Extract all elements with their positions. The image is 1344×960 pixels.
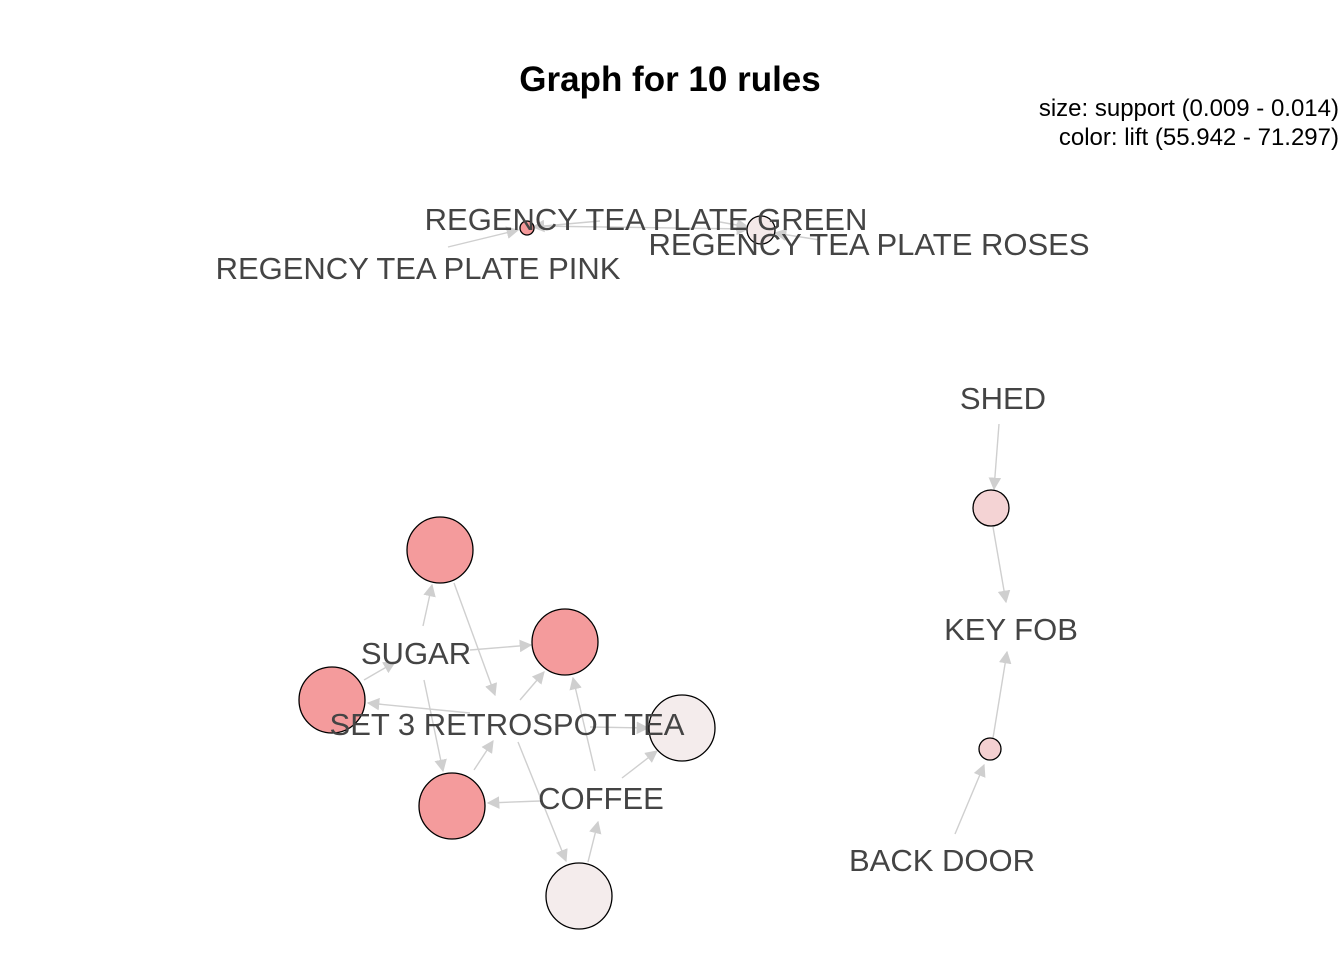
rule-nodes-group: [298, 215, 1010, 930]
legend-size: size: support (0.009 - 0.014): [1039, 95, 1339, 122]
edge: [519, 671, 545, 701]
edge: [447, 226, 520, 248]
edge: [473, 739, 494, 771]
rule-node: [648, 694, 716, 762]
item-label-sugar: SUGAR: [361, 636, 471, 671]
item-label-regency-green: REGENCY TEA PLATE GREEN: [425, 202, 868, 237]
rule-node: [406, 516, 474, 584]
edge: [773, 228, 821, 241]
item-labels-group: REGENCY TEA PLATE PINK REGENCY TEA PLATE…: [216, 202, 1090, 878]
item-label-coffee: COFFEE: [538, 781, 664, 816]
edge: [621, 750, 658, 779]
edge: [422, 583, 436, 627]
rule-node: [298, 666, 366, 734]
rule-node: [972, 489, 1010, 527]
edge: [423, 679, 447, 773]
edge: [988, 423, 1002, 491]
edge: [469, 639, 533, 653]
edge: [954, 763, 986, 835]
edges-group: [363, 218, 1012, 863]
edge: [719, 218, 750, 232]
item-label-key-fob: KEY FOB: [944, 612, 1078, 647]
edge: [363, 661, 397, 681]
rule-node: [519, 220, 535, 236]
rule-node: [746, 215, 776, 245]
rule-node: [418, 772, 486, 840]
edge: [366, 697, 471, 714]
item-label-shed: SHED: [960, 381, 1046, 416]
item-label-back-door: BACK DOOR: [849, 843, 1035, 878]
edge: [453, 582, 498, 697]
rule-node: [978, 737, 1002, 761]
edge: [486, 796, 541, 809]
item-label-set3-tea: SET 3 RETROSPOT TEA: [330, 707, 685, 742]
edge: [589, 721, 650, 735]
item-label-regency-pink: REGENCY TEA PLATE PINK: [216, 251, 621, 286]
edge: [587, 820, 602, 863]
edge: [992, 526, 1011, 604]
edge: [569, 676, 596, 772]
edge: [534, 222, 750, 236]
legend-color: color: lift (55.942 - 71.297): [1059, 124, 1339, 151]
item-label-regency-roses: REGENCY TEA PLATE ROSES: [648, 227, 1089, 262]
graph-title: Graph for 10 rules: [519, 60, 820, 99]
edge: [992, 650, 1012, 739]
rule-node: [531, 608, 599, 676]
rule-node: [545, 862, 613, 930]
edge: [517, 741, 568, 863]
